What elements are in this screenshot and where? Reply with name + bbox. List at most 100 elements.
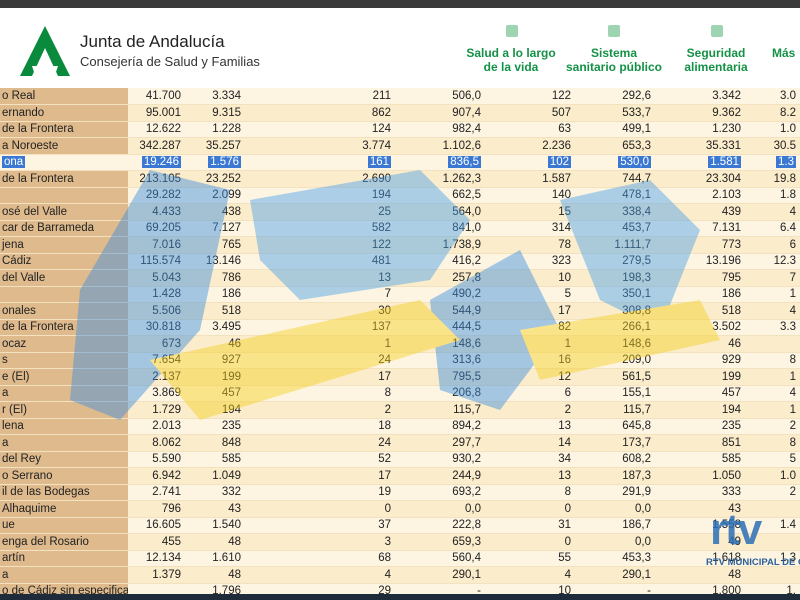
nav-item[interactable]: Seguridad alimentaria [684,46,748,74]
cell-text: 518 [221,304,241,317]
cell-text: 30 [378,304,391,317]
cell: 2.137 [128,368,185,386]
cell: 1.576 [185,154,245,171]
cell: 1.262,3 [395,170,485,188]
cell: 659,3 [395,533,485,551]
cell: 3.0 [745,88,800,105]
cell-text: 17 [558,304,571,317]
cell: 796 [128,500,185,518]
cell-text: 2 [564,403,571,416]
cell: 1.111,7 [575,236,655,254]
cell: 544,9 [395,302,485,320]
site-header: Junta de Andalucía Consejería de Salud y… [0,8,800,88]
table-row: o Real 41.700 3.334 211 506,0 122 292,6 3.342 3.… [0,88,800,105]
cell-text: 19.8 [773,172,796,185]
cell: 653,3 [575,137,655,155]
cell-text: 564,0 [452,205,481,218]
row-name: a [0,566,128,584]
cell-text: 608,2 [622,453,651,466]
cell: 148,6 [395,335,485,353]
cell-text: 1.540 [212,519,241,532]
cell-text: 161 [367,156,391,169]
cell: 115,7 [395,401,485,419]
cell-text: del Rey [2,453,41,466]
cell-text: 68 [378,552,391,565]
cell: 244,9 [395,467,485,485]
cell: 161 [245,154,395,171]
cell-text: 645,8 [622,420,651,433]
cell: 744,7 [575,170,655,188]
cell-text: 23.304 [705,172,741,185]
cell: 30.5 [745,137,800,155]
cell-text: 12.622 [145,123,181,136]
cell-text: de la Frontera [2,172,74,185]
cell: 0 [485,500,575,518]
cell: 55 [485,550,575,567]
table-row: ocaz 673 46 1 148,6 1 148,6 46 [0,335,800,353]
cell: 894,2 [395,418,485,435]
nav-item[interactable]: Sistema sanitario público [566,46,663,74]
table-row: del Valle 5.043 786 13 257,8 10 198,3 795 7 [0,269,800,287]
table-row: a 1.379 48 4 290,1 4 290,1 48 [0,566,800,584]
cell: 1.3 [745,154,800,171]
cell: 222,8 [395,517,485,534]
cell: 19.246 [128,154,185,171]
cell-text: 0,0 [635,502,651,515]
cell-text: 7.016 [152,238,181,251]
cell: 122 [485,88,575,105]
cell-text: 744,7 [622,172,651,185]
cell: 30.818 [128,319,185,336]
cell: 1.581 [655,154,745,171]
cell: 982,4 [395,121,485,138]
cell: 693,2 [395,484,485,501]
cell-text: 585 [221,453,241,466]
cell-text: 930,2 [452,453,481,466]
cell: 585 [185,451,245,468]
cell-text: 1 [789,403,796,416]
cell: 765 [185,236,245,254]
cell-text: 13 [378,271,391,284]
nav-item[interactable]: Más [772,46,796,60]
cell: 13 [485,418,575,435]
cell-text: 213.105 [139,172,181,185]
watermark-logo: rtv [710,505,762,554]
cell: 1.0 [745,467,800,485]
cell-text: 478,1 [622,189,651,202]
cell [745,335,800,353]
row-name: artín [0,550,128,567]
cell: 2 [745,484,800,501]
cell: 1.8 [745,187,800,204]
cell: 7.016 [128,236,185,254]
cell: 30 [245,302,395,320]
cell: 3.502 [655,319,745,336]
cell-text: 55 [558,552,571,565]
cell-text: 836,5 [448,156,481,169]
cell-text: 137 [371,321,391,334]
cell [745,500,800,518]
cell-text: 37 [378,519,391,532]
cell-text: 1.4 [780,519,796,532]
row-name: r (El) [0,401,128,419]
nav-item[interactable]: Salud a lo largo de la vida [466,46,556,74]
cell: 5.506 [128,302,185,320]
cell: 31 [485,517,575,534]
row-name: o Real [0,88,128,105]
cell: 7.654 [128,352,185,369]
cell-text: 1.610 [212,552,241,565]
cell-text: 506,0 [452,90,481,102]
cell-text: 2.236 [542,139,571,152]
cell: 5.590 [128,451,185,468]
cell-text: 342.287 [139,139,181,152]
cell-text: Cádiz [2,255,32,268]
cell-text: 561,5 [622,370,651,383]
cell-text: 24 [378,354,391,367]
cell: 24 [245,434,395,452]
cell: 48 [185,566,245,584]
cell-text: 211 [372,90,391,102]
row-name: del Valle [0,269,128,287]
cell: 2.099 [185,187,245,204]
cell-text: 199 [221,370,241,383]
row-name: Cádiz [0,253,128,270]
cell: 585 [655,451,745,468]
